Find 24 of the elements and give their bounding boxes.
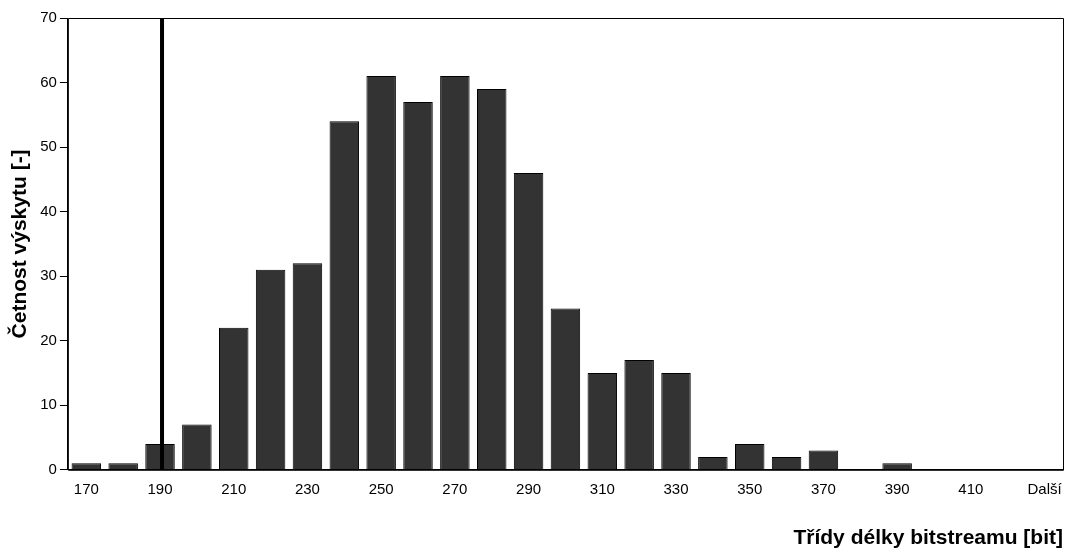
x-tick-label: 230 [294,479,320,497]
x-axis-title: Třídy délky bitstreamu [bit] [793,525,1063,549]
y-tick-label: 50 [40,137,57,155]
x-tick-label: 250 [368,479,394,497]
x-tick-label: 170 [73,479,99,497]
x-tick-label: 270 [442,479,468,497]
x-tick-label: 210 [221,479,247,497]
x-tick-label: 390 [884,479,910,497]
x-tick-label: Další [1027,479,1063,497]
x-tick-label: 310 [589,479,615,497]
y-tick-label: 30 [40,266,57,284]
x-tick-label: 410 [958,479,984,497]
x-tick-label: 330 [663,479,689,497]
x-tick-label: 190 [147,479,173,497]
y-tick-label: 0 [48,459,57,477]
y-tick-label: 10 [40,395,57,413]
y-tick-label: 60 [40,72,57,90]
x-tick-label: 290 [516,479,542,497]
x-tick-label: 370 [810,479,836,497]
y-axis-title: Četnost výskytu [-] [7,149,31,339]
x-tick-label: 350 [737,479,763,497]
y-tick-label: 40 [40,201,57,219]
y-tick-label: 70 [40,8,57,26]
y-tick-label: 20 [40,330,57,348]
